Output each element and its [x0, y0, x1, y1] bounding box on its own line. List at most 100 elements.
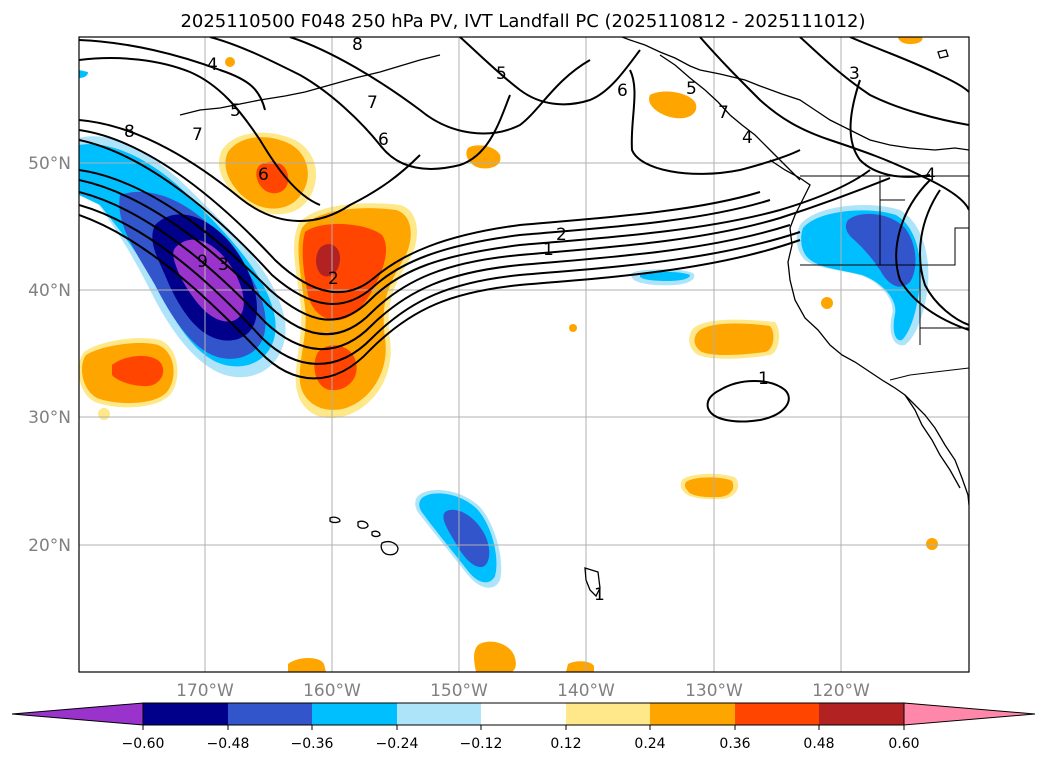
colorbar-swatch — [650, 703, 735, 725]
contour-label: 5 — [230, 101, 241, 121]
contour-label: 2 — [556, 225, 567, 245]
positive-anomaly-dot-4 — [926, 538, 938, 550]
lon-label: 150°W — [430, 681, 488, 701]
colorbar-swatch — [143, 703, 228, 725]
coastlines — [179, 37, 969, 598]
contour-label: 8 — [352, 35, 363, 55]
colorbar-swatch — [228, 703, 312, 725]
contour-label: 1 — [543, 240, 554, 260]
colorbar-tick-label: −0.12 — [460, 736, 503, 752]
contour-label: 8 — [124, 122, 135, 142]
contour-label: 3 — [849, 64, 860, 84]
contour-label: 6 — [617, 81, 628, 101]
contour-line — [459, 37, 641, 106]
positive-anomaly-spot-8 — [898, 37, 923, 44]
contour-label: 6 — [258, 165, 269, 185]
lon-label: 130°W — [685, 681, 743, 701]
contour-line — [919, 189, 969, 326]
island-1 — [584, 567, 601, 598]
contour-line — [79, 214, 801, 380]
map-frame — [78, 36, 970, 673]
negative-anomaly-spot-1-core — [640, 271, 690, 281]
positive-anomaly-dot-1 — [225, 57, 235, 67]
contour-line — [895, 179, 969, 331]
north-america-west-coast — [621, 37, 969, 151]
contour-label: 5 — [686, 79, 697, 99]
hawaii-island-4 — [371, 530, 381, 538]
contour-label: 6 — [378, 130, 389, 150]
british-columbia-coast — [769, 159, 969, 506]
contour-line — [79, 204, 801, 365]
island-2 — [937, 49, 949, 59]
contour-line — [79, 169, 871, 321]
colorbar-swatch — [481, 703, 566, 725]
pv-contours — [79, 37, 969, 423]
colorbar-tick-label: 0.12 — [550, 736, 581, 752]
colorbar-tick-label: −0.24 — [376, 736, 419, 752]
lon-label: 160°W — [303, 681, 361, 701]
colorbar-tick-label: 0.60 — [888, 736, 919, 752]
positive-anomaly-spot-6 — [288, 658, 326, 672]
us-mexico-border — [889, 367, 969, 381]
latitude-labels: 50°N 40°N 30°N 20°N — [28, 154, 71, 556]
contour-label: 7 — [718, 103, 729, 123]
colorbar-tick-label: 0.24 — [634, 736, 665, 752]
colorbar-ticks — [142, 725, 905, 730]
lat-label: 40°N — [28, 281, 71, 301]
colorbar-tick-labels: −0.60 −0.48 −0.36 −0.24 −0.12 0.12 0.24 … — [122, 736, 920, 752]
colorbar-swatch — [819, 703, 904, 725]
colorbar-swatch — [566, 703, 650, 725]
contour-line — [79, 191, 791, 350]
lon-label: 140°W — [557, 681, 615, 701]
figure-title: 2025110500 F048 250 hPa PV, IVT Landfall… — [180, 11, 865, 32]
colorbar-tick-label: −0.48 — [207, 736, 250, 752]
contour-line — [79, 119, 421, 222]
contour-line — [699, 37, 969, 211]
contour-label: 4 — [207, 55, 218, 75]
colorbar-tick-label: −0.36 — [291, 736, 334, 752]
baja-california — [904, 394, 961, 489]
hawaii-island-3 — [329, 516, 341, 524]
alaska-panhandle — [659, 54, 801, 181]
aleutian-arc — [179, 54, 441, 116]
colorbar-tick-label: 0.48 — [803, 736, 834, 752]
colorbar-extend-min — [11, 702, 144, 726]
colorbar-swatch — [312, 703, 397, 725]
contour-label: 2 — [328, 269, 339, 289]
lat-label: 20°N — [28, 536, 71, 556]
colorbar: −0.60 −0.48 −0.36 −0.24 −0.12 0.12 0.24 … — [11, 702, 1036, 752]
positive-anomaly-spot-4-core — [684, 477, 734, 498]
positive-anomaly-dot-2 — [98, 408, 110, 420]
contour-line — [79, 177, 891, 336]
contour-line — [799, 37, 969, 126]
colorbar-tick-label: −0.60 — [122, 736, 165, 752]
contour-line — [79, 57, 321, 206]
contour-label: 7 — [192, 125, 203, 145]
positive-anomaly-dot-3 — [821, 297, 833, 309]
contour-line — [629, 69, 801, 175]
contour-label: 1 — [594, 585, 605, 605]
negative-anomaly-spot-2 — [79, 70, 88, 78]
contour-label: 7 — [367, 93, 378, 113]
lon-label: 170°W — [176, 681, 234, 701]
graticule — [79, 37, 969, 672]
contour-line — [849, 79, 931, 178]
contour-line — [79, 39, 266, 111]
positive-anomaly-spot-3-core — [694, 323, 774, 355]
colorbar-tick-label: 0.36 — [719, 736, 750, 752]
negative-anomaly-south-blue — [443, 509, 490, 568]
positive-anomaly-southwest-red — [112, 355, 164, 387]
hawaii-island-2 — [357, 520, 369, 529]
colorbar-frame — [142, 702, 905, 726]
lon-label: 120°W — [812, 681, 870, 701]
lat-label: 30°N — [28, 408, 71, 428]
contour-line — [79, 139, 771, 305]
lat-label: 50°N — [28, 154, 71, 174]
hawaii-island-1 — [380, 541, 399, 556]
contour-label: 5 — [496, 64, 507, 84]
contour-label: 4 — [742, 128, 753, 148]
colorbar-extend-max — [903, 702, 1036, 726]
contour-line — [79, 129, 761, 294]
map-panel: 4 8 5 7 6 5 6 7 8 9 3 2 6 5 7 3 4 2 1 4 — [28, 35, 970, 701]
